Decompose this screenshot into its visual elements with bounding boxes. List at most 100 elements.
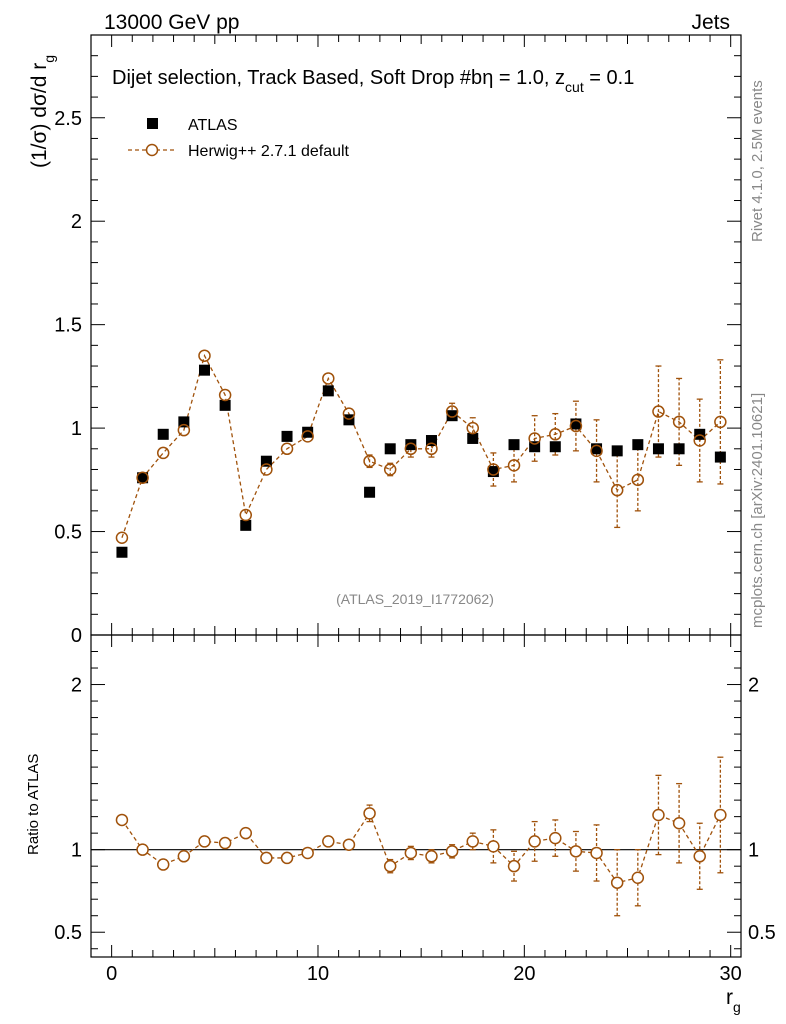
main-ylabel-text: (1/σ) dσ/d r [28, 63, 51, 168]
ratio-herwig-point [714, 808, 727, 822]
herwig-point [383, 463, 397, 476]
atlas-point [322, 385, 334, 397]
atlas-point [570, 418, 582, 430]
ratio-series [115, 756, 727, 917]
ratio-herwig-point [156, 858, 170, 871]
ratio-frame [90, 634, 742, 958]
analysis-watermark: (ATLAS_2019_I1772062) [336, 591, 494, 607]
ratio-herwig-point [177, 850, 191, 863]
ratio-herwig-point [693, 850, 706, 863]
atlas-point [652, 443, 664, 455]
ratio-herwig-line [121, 811, 721, 884]
herwig-point [487, 463, 500, 476]
ratio-herwig-point [260, 851, 273, 865]
ratio-herwig-point [136, 843, 149, 856]
legend-herwig-label: Herwig++ 2.7.1 default [188, 143, 350, 160]
ratio-herwig-point [301, 846, 314, 860]
herwig-point [198, 349, 211, 362]
y-tick-label: 0.5 [54, 522, 82, 544]
ratio-herwig-point [590, 846, 603, 860]
atlas-point [137, 472, 149, 484]
y-tick-label: 2.5 [54, 108, 82, 130]
ratio-y-tick-label-right: 2 [748, 675, 759, 697]
main-title-part1: Dijet selection, Track Based, Soft Drop … [112, 67, 482, 89]
herwig-point [569, 419, 583, 433]
herwig-point [590, 444, 603, 458]
ratio-herwig-point [528, 835, 541, 848]
atlas-point [446, 410, 458, 422]
atlas-point [260, 455, 272, 467]
ratio-herwig-point [610, 876, 624, 889]
ratio-y-tick-label: 2 [71, 675, 82, 697]
ratio-axes: 0 10 20 30 0.5 0.5 1 1 2 2 [54, 635, 776, 985]
ratio-herwig-point [487, 840, 500, 853]
rivet-version: Rivet 4.1.0, 2.5M events [749, 80, 766, 242]
ratio-herwig-point [322, 835, 335, 848]
header-right: Jets [691, 11, 730, 34]
legend-herwig-marker [145, 143, 159, 157]
ratio-ylabel: Ratio to ATLAS [25, 754, 42, 855]
herwig-point [260, 463, 273, 476]
atlas-point [384, 443, 396, 455]
ratio-y-tick-label: 1 [71, 840, 82, 862]
x-tick-label: 0 [106, 963, 117, 985]
atlas-point [240, 519, 252, 531]
main-axes: 0.5 1 1.5 2 2.5 0 [54, 35, 741, 647]
y-tick-label: 2 [71, 211, 82, 233]
atlas-point [405, 439, 417, 451]
main-title: Dijet selection, Track Based, Soft Drop … [112, 67, 634, 95]
ratio-herwig-point [631, 871, 645, 884]
herwig-point [301, 430, 314, 443]
atlas-point [157, 428, 169, 440]
herwig-point [528, 432, 541, 445]
header-left: 13000 GeV pp [104, 11, 239, 34]
ratio-herwig-point [507, 859, 521, 873]
atlas-point [549, 441, 561, 453]
main-title-eta: η = 1.0, z [482, 67, 565, 89]
main-title-end: = 0.1 [584, 67, 635, 89]
main-series [115, 349, 727, 558]
herwig-point [218, 388, 232, 402]
main-ylabel: (1/σ) dσ/d rg [28, 55, 57, 168]
x-tick-label: 30 [720, 963, 742, 985]
ratio-herwig-point [363, 807, 376, 820]
atlas-point [591, 443, 603, 455]
y-tick-label-zero: 0 [71, 625, 82, 647]
ratio-herwig-point [569, 845, 583, 858]
ratio-herwig-point [672, 816, 686, 830]
atlas-point [673, 443, 685, 455]
legend-atlas-marker [147, 118, 158, 129]
atlas-point [302, 426, 314, 438]
main-ylabel-sub: g [41, 55, 57, 63]
herwig-point [652, 405, 665, 418]
atlas-point [487, 466, 499, 478]
herwig-point [322, 372, 335, 385]
x-axis-label: rg [726, 986, 741, 1015]
atlas-point [116, 546, 128, 558]
ratio-herwig-point [425, 850, 438, 863]
atlas-point [364, 486, 376, 498]
herwig-point [404, 442, 418, 456]
atlas-point [714, 451, 726, 463]
ratio-herwig-point [115, 813, 129, 827]
atlas-point [178, 416, 190, 428]
ratio-herwig-point [342, 838, 356, 851]
mcplots-reference: mcplots.cern.ch [arXiv:2401.10621] [749, 393, 766, 628]
legend: ATLAS Herwig++ 2.7.1 default [128, 117, 350, 160]
ratio-herwig-point [239, 826, 253, 840]
herwig-point [507, 459, 521, 472]
herwig-point [693, 434, 706, 447]
herwig-point [714, 415, 727, 429]
ratio-herwig-point [549, 831, 562, 845]
y-tick-label: 1.5 [54, 315, 82, 337]
x-tick-label: 10 [307, 963, 329, 985]
atlas-point [632, 439, 644, 451]
atlas-point [219, 399, 231, 411]
herwig-point [280, 442, 294, 456]
ratio-herwig-point [445, 845, 459, 858]
ratio-herwig-point [198, 835, 211, 848]
herwig-point [631, 473, 645, 487]
herwig-point [363, 454, 376, 468]
herwig-point [136, 471, 149, 485]
